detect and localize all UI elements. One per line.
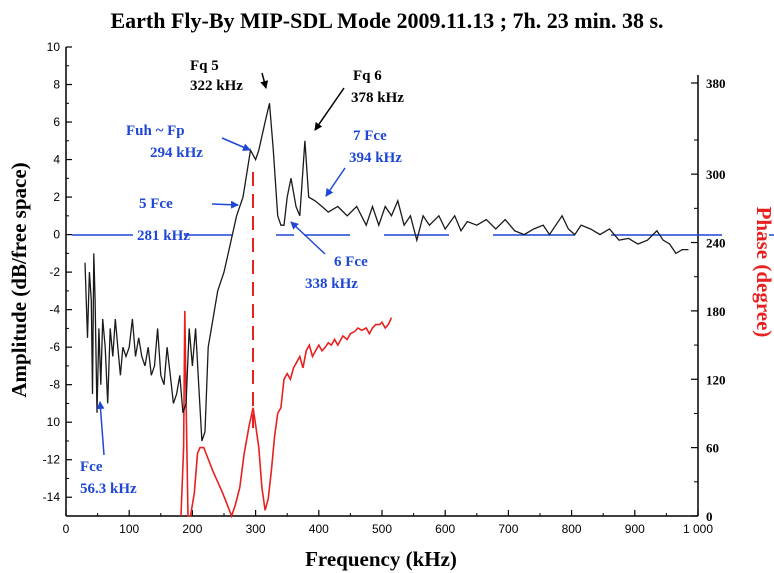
annotation-value: 394 kHz xyxy=(349,150,402,166)
y-tick-label: -14 xyxy=(43,490,61,504)
annotation-label: Fce xyxy=(80,459,103,475)
phase-line xyxy=(180,310,393,519)
annotation-fq6: Fq 6 378 kHz xyxy=(314,68,404,131)
y-tick-label: 8 xyxy=(53,78,60,92)
annotation-arrow xyxy=(325,167,346,197)
x-tick-label: 0 xyxy=(63,522,70,536)
annotation-label: 7 Fce xyxy=(353,128,387,144)
annotation-arrow xyxy=(96,401,105,456)
annotation-value: 56.3 kHz xyxy=(80,481,137,497)
y2-tick-label: 240 xyxy=(706,236,726,251)
y-tick-label: 2 xyxy=(53,190,60,204)
x-tick-label: 500 xyxy=(372,522,392,536)
annotation-fq5: Fq 5 322 kHz xyxy=(190,58,269,94)
annotation-label: Fuh ~ Fp xyxy=(126,123,185,139)
annotation-label: 6 Fce xyxy=(334,254,368,270)
y-tick-label: -2 xyxy=(49,265,60,279)
annotation-arrow xyxy=(221,137,251,151)
annotation-7fce: 7 Fce 394 kHz xyxy=(325,128,402,197)
annotation-arrow xyxy=(290,221,326,255)
annotation-label: 5 Fce xyxy=(139,196,173,212)
x-ticks: 0 100 200 300 400 500 600 700 800 900 1 000 xyxy=(63,510,713,536)
y2-tick-label: 180 xyxy=(706,304,726,319)
x-axis-title: Frequency (kHz) xyxy=(305,547,457,571)
y-ticks: 10 8 6 4 2 0 -2 -4 -6 -8 10 -12 -14 xyxy=(43,40,72,517)
x-tick-label: 700 xyxy=(498,522,518,536)
annotation-value: 294 kHz xyxy=(150,145,203,161)
amplitude-line xyxy=(84,103,689,442)
annotation-label: Fq 5 xyxy=(190,58,219,74)
annotation-fuh-fp: Fuh ~ Fp 294 kHz xyxy=(126,123,251,161)
annotation-value: 281 kHz xyxy=(137,228,190,244)
y-tick-label: 6 xyxy=(53,115,60,129)
annotation-value: 338 kHz xyxy=(305,276,358,292)
x-tick-label: 600 xyxy=(435,522,455,536)
y-tick-label: -4 xyxy=(49,303,60,317)
annotation-label: Fq 6 xyxy=(353,68,382,84)
y2-tick-label: 0 xyxy=(706,509,713,524)
annotation-arrow xyxy=(260,72,269,89)
annotation-arrow xyxy=(314,87,345,131)
y2-axis-title: Phase (degree) xyxy=(752,207,774,338)
annotation-5fce: 5 Fce 281 kHz xyxy=(137,196,239,244)
y-tick-label: -6 xyxy=(49,340,60,354)
annotation-6fce: 6 Fce 338 kHz xyxy=(290,221,368,292)
annotation-value: 322 kHz xyxy=(190,78,243,94)
y2-tick-label: 60 xyxy=(706,441,719,456)
x-tick-label: 800 xyxy=(562,522,582,536)
y2-ticks: 0 60 120 180 240 300 380 xyxy=(691,76,726,524)
x-tick-label: 400 xyxy=(309,522,329,536)
x-tick-label: 200 xyxy=(182,522,202,536)
chart-title: Earth Fly-By MIP-SDL Mode 2009.11.13 ; 7… xyxy=(110,8,663,33)
annotation-arrow xyxy=(211,200,239,209)
y-tick-label: 10 xyxy=(47,415,61,429)
x-tick-label: 900 xyxy=(625,522,645,536)
y2-tick-label: 380 xyxy=(706,76,726,91)
y2-tick-label: 300 xyxy=(706,167,726,182)
annotation-fce: Fce 56.3 kHz xyxy=(80,401,137,497)
y-tick-label: -12 xyxy=(43,453,61,467)
y-axis-title: Amplitude (dB/free space) xyxy=(7,162,31,397)
y-tick-label: 10 xyxy=(47,40,61,54)
y2-tick-label: 120 xyxy=(706,372,726,387)
x-tick-label: 300 xyxy=(246,522,266,536)
x-tick-label: 1 000 xyxy=(683,522,713,536)
annotation-value: 378 kHz xyxy=(351,90,404,106)
y-tick-label: 0 xyxy=(53,228,60,242)
x-tick-label: 100 xyxy=(119,522,139,536)
y-tick-label: 4 xyxy=(53,153,60,167)
y-tick-label: -8 xyxy=(49,378,60,392)
